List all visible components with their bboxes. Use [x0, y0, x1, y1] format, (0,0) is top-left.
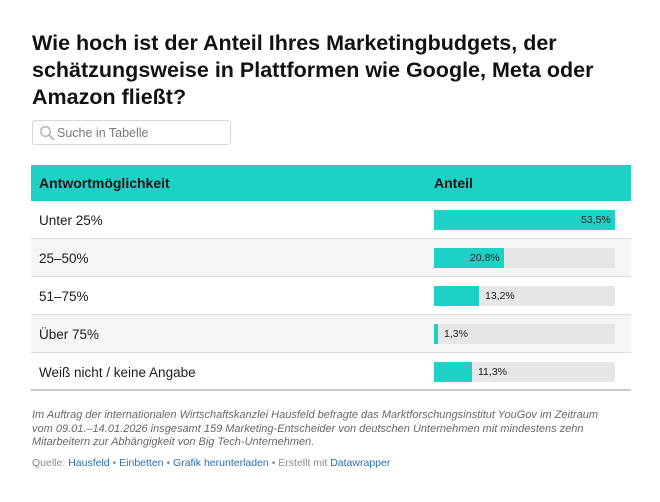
embed-link[interactable]: Einbetten: [119, 457, 164, 469]
bar-value-label: 1,3%: [444, 328, 468, 340]
bar-fill: [434, 286, 479, 306]
bar-value-label: 13,2%: [485, 290, 515, 302]
footer: Quelle: Hausfeld • Einbetten • Grafik he…: [32, 457, 632, 469]
table-row: Über 75% 1,3%: [31, 315, 631, 353]
download-link[interactable]: Grafik herunterladen: [173, 457, 269, 469]
column-header-share[interactable]: Anteil: [434, 175, 473, 191]
bar-fill: [434, 248, 504, 268]
row-label: Unter 25%: [39, 213, 103, 228]
data-table: Antwortmöglichkeit Anteil Unter 25% 53,5%…: [31, 165, 631, 391]
bar-track: 1,3%: [434, 324, 615, 344]
row-label: Weiß nicht / keine Angabe: [39, 365, 196, 380]
bar-fill: [434, 362, 472, 382]
separator: •: [109, 457, 120, 469]
bar-track: 20,8%: [434, 248, 615, 268]
table-row: Unter 25% 53,5%: [31, 201, 631, 239]
table-row: 25–50% 20,8%: [31, 239, 631, 277]
bar-track: 53,5%: [434, 210, 615, 230]
row-label: Über 75%: [39, 327, 100, 342]
bar-fill: [434, 210, 615, 230]
table-row: Weiß nicht / keine Angabe 11,3%: [31, 353, 631, 391]
bar-fill: [434, 324, 438, 344]
bar-value-label: 20,8%: [470, 252, 500, 264]
source-link[interactable]: Hausfeld: [68, 457, 110, 469]
separator: •: [163, 457, 174, 469]
created-prefix: Erstellt mit: [278, 457, 331, 469]
bar-value-label: 11,3%: [478, 366, 507, 378]
search-box[interactable]: [32, 120, 231, 145]
row-label: 25–50%: [39, 251, 89, 266]
table-body: Unter 25% 53,5% 25–50% 20,8% 51–75% 13,2% Über…: [31, 201, 631, 391]
datawrapper-link[interactable]: Datawrapper: [330, 457, 391, 469]
table-header: Antwortmöglichkeit Anteil: [31, 165, 631, 201]
separator: •: [268, 457, 279, 469]
bar-value-label: 53,5%: [581, 214, 611, 226]
source-prefix: Quelle:: [32, 457, 69, 469]
chart-title: Wie hoch ist der Anteil Ihres Marketingb…: [32, 31, 594, 109]
notes-text: Im Auftrag der internationalen Wirtschaf…: [32, 409, 599, 448]
column-header-answer[interactable]: Antwortmöglichkeit: [39, 175, 170, 191]
table-row: 51–75% 13,2%: [31, 277, 631, 315]
search-input[interactable]: [57, 123, 227, 142]
row-label: 51–75%: [39, 289, 89, 304]
search-icon: [39, 125, 55, 141]
bar-track: 11,3%: [434, 362, 615, 382]
bar-track: 13,2%: [434, 286, 615, 306]
